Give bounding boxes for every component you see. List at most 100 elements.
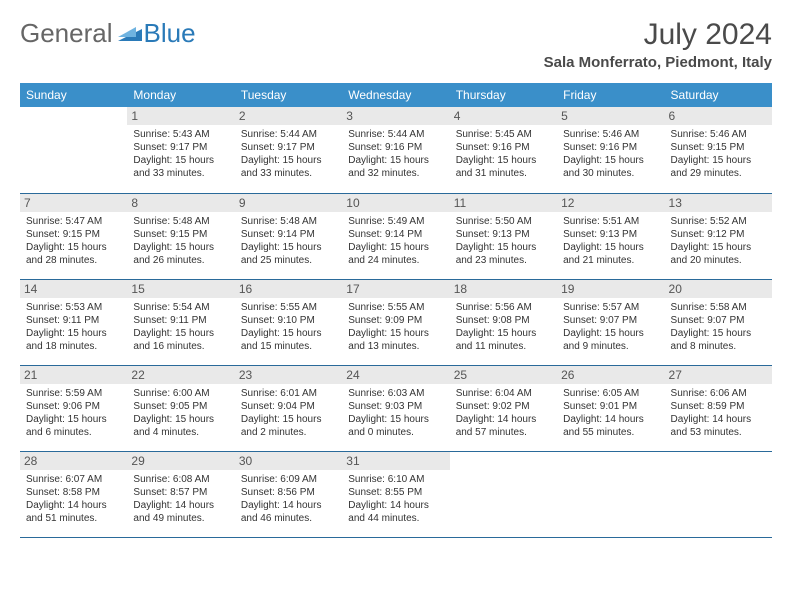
- day-detail-line: Sunrise: 5:51 AM: [563, 215, 658, 228]
- day-detail-line: Sunset: 9:17 PM: [133, 141, 228, 154]
- day-detail-line: and 30 minutes.: [563, 167, 658, 180]
- day-detail-line: Sunset: 8:57 PM: [133, 486, 228, 499]
- day-detail-line: Daylight: 15 hours: [563, 241, 658, 254]
- day-detail-line: Daylight: 15 hours: [241, 241, 336, 254]
- day-detail-line: Sunrise: 5:44 AM: [241, 128, 336, 141]
- day-detail-line: Sunset: 9:15 PM: [133, 228, 228, 241]
- day-detail-line: Sunrise: 6:09 AM: [241, 473, 336, 486]
- day-detail-line: Daylight: 14 hours: [348, 499, 443, 512]
- calendar-cell: 7Sunrise: 5:47 AMSunset: 9:15 PMDaylight…: [20, 193, 127, 279]
- day-detail-line: Sunrise: 5:48 AM: [241, 215, 336, 228]
- day-detail-line: Sunrise: 6:03 AM: [348, 387, 443, 400]
- day-detail-line: and 49 minutes.: [133, 512, 228, 525]
- day-number: 30: [235, 452, 342, 470]
- calendar-body: 1Sunrise: 5:43 AMSunset: 9:17 PMDaylight…: [20, 107, 772, 537]
- day-detail-line: and 13 minutes.: [348, 340, 443, 353]
- day-detail-line: Sunrise: 6:07 AM: [26, 473, 121, 486]
- calendar-cell: 30Sunrise: 6:09 AMSunset: 8:56 PMDayligh…: [235, 451, 342, 537]
- day-detail-line: and 29 minutes.: [671, 167, 766, 180]
- day-detail-line: Sunset: 9:09 PM: [348, 314, 443, 327]
- day-number: 21: [20, 366, 127, 384]
- weekday-header: Friday: [557, 83, 664, 107]
- day-detail-line: Sunrise: 6:01 AM: [241, 387, 336, 400]
- calendar-cell: 23 Sunrise: 6:01 AMSunset: 9:04 PMDayligh…: [235, 365, 342, 451]
- day-details: Sunrise: 6:10 AMSunset: 8:55 PMDaylight:…: [348, 473, 443, 525]
- day-detail-line: Sunset: 9:13 PM: [563, 228, 658, 241]
- calendar-cell: 9Sunrise: 5:48 AMSunset: 9:14 PMDaylight…: [235, 193, 342, 279]
- weekday-header: Sunday: [20, 83, 127, 107]
- day-details: Sunrise: 5:48 AMSunset: 9:15 PMDaylight:…: [133, 215, 228, 267]
- day-detail-line: Daylight: 15 hours: [671, 154, 766, 167]
- logo: General Blue: [20, 18, 196, 49]
- day-number: 17: [342, 280, 449, 298]
- day-detail-line: Sunset: 9:16 PM: [348, 141, 443, 154]
- day-number: 16: [235, 280, 342, 298]
- day-details: Sunrise: 5:47 AMSunset: 9:15 PMDaylight:…: [26, 215, 121, 267]
- day-details: Sunrise: 6:08 AMSunset: 8:57 PMDaylight:…: [133, 473, 228, 525]
- day-detail-line: Daylight: 14 hours: [133, 499, 228, 512]
- day-detail-line: and 32 minutes.: [348, 167, 443, 180]
- day-detail-line: Sunrise: 5:55 AM: [348, 301, 443, 314]
- day-detail-line: Daylight: 15 hours: [671, 327, 766, 340]
- day-detail-line: Sunrise: 5:57 AM: [563, 301, 658, 314]
- day-detail-line: Sunrise: 5:54 AM: [133, 301, 228, 314]
- day-detail-line: Sunrise: 6:08 AM: [133, 473, 228, 486]
- calendar-cell: 14Sunrise: 5:53 AMSunset: 9:11 PMDayligh…: [20, 279, 127, 365]
- calendar-cell: 19Sunrise: 5:57 AMSunset: 9:07 PMDayligh…: [557, 279, 664, 365]
- day-detail-line: Sunset: 9:03 PM: [348, 400, 443, 413]
- day-detail-line: Sunrise: 5:49 AM: [348, 215, 443, 228]
- calendar-cell: 24 Sunrise: 6:03 AMSunset: 9:03 PMDayligh…: [342, 365, 449, 451]
- day-detail-line: Daylight: 15 hours: [456, 154, 551, 167]
- day-number: 18: [450, 280, 557, 298]
- day-number: 23: [235, 366, 342, 384]
- day-detail-line: Sunset: 9:14 PM: [241, 228, 336, 241]
- day-detail-line: Daylight: 15 hours: [26, 241, 121, 254]
- day-detail-line: Sunrise: 5:46 AM: [563, 128, 658, 141]
- day-details: Sunrise: 6:01 AMSunset: 9:04 PMDaylight:…: [241, 387, 336, 439]
- day-number: 4: [450, 107, 557, 125]
- day-detail-line: and 20 minutes.: [671, 254, 766, 267]
- day-detail-line: and 0 minutes.: [348, 426, 443, 439]
- day-detail-line: Daylight: 15 hours: [563, 327, 658, 340]
- day-detail-line: and 16 minutes.: [133, 340, 228, 353]
- day-details: Sunrise: 5:46 AMSunset: 9:15 PMDaylight:…: [671, 128, 766, 180]
- day-details: Sunrise: 6:05 AMSunset: 9:01 PMDaylight:…: [563, 387, 658, 439]
- day-detail-line: and 15 minutes.: [241, 340, 336, 353]
- day-detail-line: Sunrise: 5:55 AM: [241, 301, 336, 314]
- day-detail-line: Sunrise: 6:10 AM: [348, 473, 443, 486]
- day-detail-line: Daylight: 14 hours: [241, 499, 336, 512]
- day-details: Sunrise: 5:58 AMSunset: 9:07 PMDaylight:…: [671, 301, 766, 353]
- day-detail-line: and 44 minutes.: [348, 512, 443, 525]
- day-detail-line: Daylight: 14 hours: [26, 499, 121, 512]
- day-detail-line: Sunset: 9:08 PM: [456, 314, 551, 327]
- day-details: Sunrise: 5:57 AMSunset: 9:07 PMDaylight:…: [563, 301, 658, 353]
- day-detail-line: and 55 minutes.: [563, 426, 658, 439]
- day-number: 11: [450, 194, 557, 212]
- day-detail-line: Daylight: 15 hours: [348, 413, 443, 426]
- day-detail-line: and 31 minutes.: [456, 167, 551, 180]
- day-number: 25: [450, 366, 557, 384]
- day-detail-line: Daylight: 15 hours: [26, 327, 121, 340]
- day-detail-line: Daylight: 14 hours: [563, 413, 658, 426]
- weekday-header: Thursday: [450, 83, 557, 107]
- day-details: Sunrise: 5:55 AMSunset: 9:10 PMDaylight:…: [241, 301, 336, 353]
- day-detail-line: Daylight: 15 hours: [348, 327, 443, 340]
- day-detail-line: and 9 minutes.: [563, 340, 658, 353]
- day-number: 3: [342, 107, 449, 125]
- day-detail-line: Sunset: 9:01 PM: [563, 400, 658, 413]
- day-detail-line: Daylight: 15 hours: [241, 154, 336, 167]
- calendar-cell: 22Sunrise: 6:00 AMSunset: 9:05 PMDayligh…: [127, 365, 234, 451]
- weekday-header: Tuesday: [235, 83, 342, 107]
- calendar-cell: 29 Sunrise: 6:08 AMSunset: 8:57 PMDayligh…: [127, 451, 234, 537]
- location-label: Sala Monferrato, Piedmont, Italy: [544, 54, 772, 71]
- day-number: 29: [127, 452, 234, 470]
- weekday-header: Saturday: [665, 83, 772, 107]
- day-number: 2: [235, 107, 342, 125]
- day-detail-line: Sunset: 9:15 PM: [26, 228, 121, 241]
- day-detail-line: Sunset: 9:07 PM: [563, 314, 658, 327]
- calendar-cell: 13Sunrise: 5:52 AMSunset: 9:12 PMDayligh…: [665, 193, 772, 279]
- day-details: Sunrise: 5:50 AMSunset: 9:13 PMDaylight:…: [456, 215, 551, 267]
- day-detail-line: and 33 minutes.: [133, 167, 228, 180]
- day-number: 1: [127, 107, 234, 125]
- day-number: 24: [342, 366, 449, 384]
